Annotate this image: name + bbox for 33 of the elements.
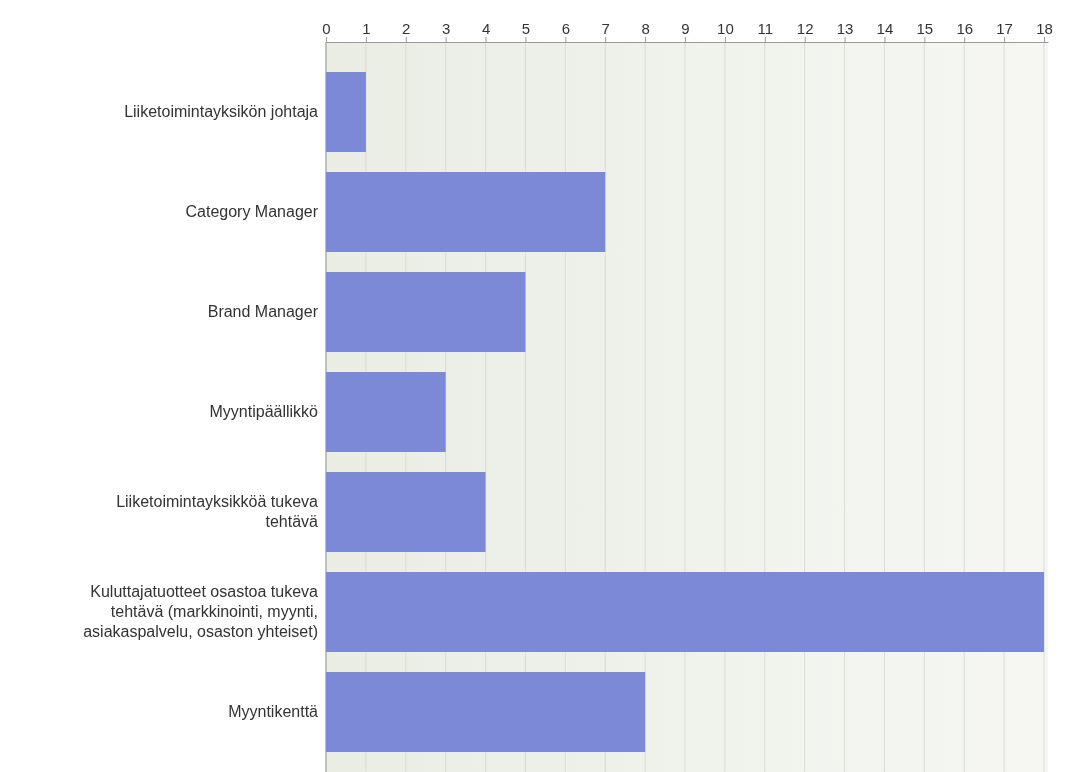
y-tick-label: Myyntipäällikkö [209,403,319,420]
x-tick-label: 13 [836,20,854,37]
y-tick-label: Liiketoimintayksikköä tukeva tehtävä [116,493,319,530]
x-tick-label: 3 [442,20,451,37]
x-tick-label: 18 [1036,20,1053,37]
x-tick-label: 14 [876,20,894,37]
x-tick-label: 6 [561,20,571,37]
x-tick-label: 9 [681,20,690,37]
y-tick-label: Kuluttajatuotteet osastoa tukeva tehtävä (markkinointi, myynti, asiakaspalvelu, osaston yhteiset) [83,583,319,640]
y-tick-label: Brand Manager [207,303,319,320]
y-tick-label: Liiketoimintayksikön johtaja [124,103,319,120]
x-tick-label: 16 [956,20,974,37]
x-tick-label: 5 [521,20,531,37]
x-tick-label: 11 [757,20,774,37]
x-tick-label: 8 [641,20,650,37]
bar [326,572,1045,652]
bar [326,272,526,352]
x-tick-label: 0 [322,20,331,37]
bar [326,172,606,252]
x-tick-label: 1 [362,20,371,37]
bar [326,372,446,452]
x-tick-label: 7 [601,20,610,37]
x-tick-label: 10 [717,20,734,37]
y-tick-label: Category Manager [185,203,319,220]
x-tick-label: 4 [481,20,491,37]
bar [326,72,366,152]
x-tick-label: 2 [402,20,411,37]
bar [326,672,646,752]
y-tick-label: Myyntikenttä [228,703,319,720]
x-tick-label: 15 [916,20,934,37]
x-tick-label: 12 [796,20,814,37]
x-tick-label: 17 [996,20,1013,37]
bar [326,472,486,552]
